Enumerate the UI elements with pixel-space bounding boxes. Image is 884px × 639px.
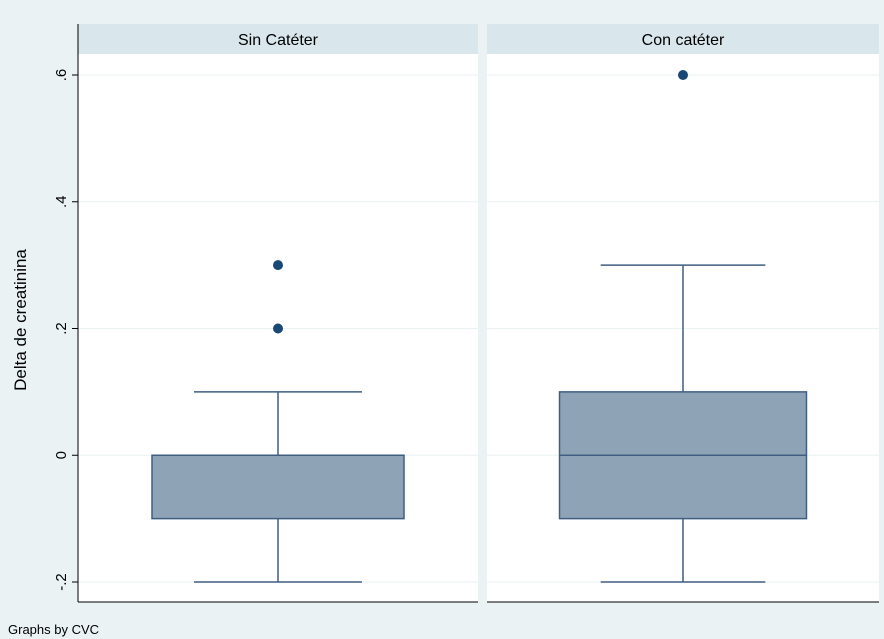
y-tick-label: -.2 [53, 573, 70, 591]
y-tick-label: 0 [53, 451, 70, 459]
outlier-point [273, 260, 283, 271]
panel-title: Sin Catéter [238, 32, 319, 49]
outlier-point [273, 323, 283, 334]
panel-strip [78, 24, 478, 54]
y-tick-label: .4 [53, 195, 70, 208]
panels: Sin Catéter Con catéter [78, 24, 879, 603]
panel-title: Con catéter [642, 32, 725, 49]
y-tick-label: .6 [53, 69, 70, 82]
outlier-point [678, 70, 688, 80]
iqr-box [151, 454, 405, 520]
y-axis: -.2 0 .2 .4 .6 [53, 24, 79, 602]
graph-note: Graphs by CVC [8, 622, 99, 637]
y-axis-title: Delta de creatinina [11, 249, 30, 391]
panel-2: Con catéter [487, 24, 879, 603]
y-tick-label: .2 [53, 322, 70, 335]
panel-1: Sin Catéter [78, 24, 478, 603]
panel-strip [487, 24, 879, 54]
